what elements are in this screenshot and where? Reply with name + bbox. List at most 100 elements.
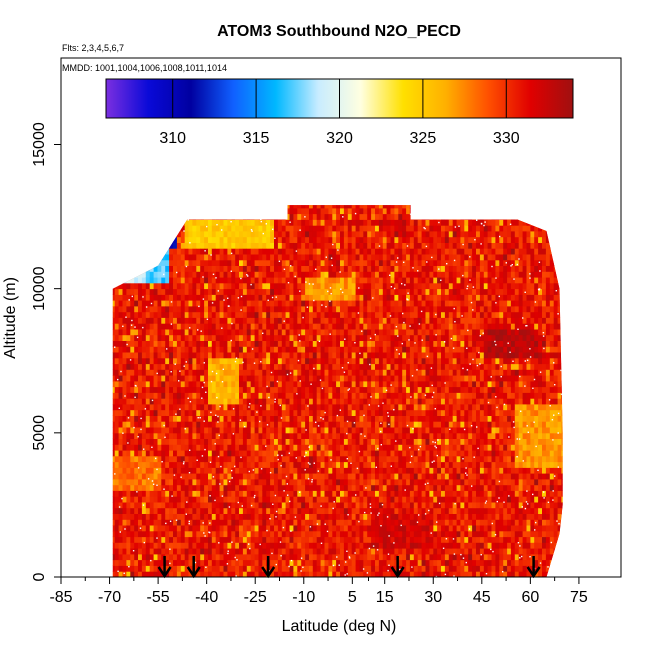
heatmap-cell xyxy=(149,380,154,388)
heatmap-cell xyxy=(312,415,318,422)
heatmap-cell xyxy=(176,432,182,439)
heatmap-cell xyxy=(161,254,166,261)
heatmap-cell xyxy=(215,415,220,422)
heatmap-cell xyxy=(301,421,306,428)
heatmap-cell xyxy=(200,380,205,388)
heatmap-cell xyxy=(188,421,193,428)
heatmap-cell xyxy=(239,507,244,514)
heatmap-cell xyxy=(118,317,123,324)
heatmap-cell xyxy=(153,513,158,520)
heatmap-cell xyxy=(274,311,279,318)
heatmap-cell xyxy=(130,219,135,226)
heatmap-cell xyxy=(114,300,119,307)
heatmap-cell xyxy=(363,553,368,561)
heatmap-cell xyxy=(153,265,158,272)
heatmap-cell xyxy=(153,205,158,209)
heatmap-cell xyxy=(196,553,201,561)
heatmap-cell xyxy=(134,323,139,330)
heatmap-cell xyxy=(173,479,178,486)
heatmap-cell xyxy=(165,461,170,468)
heatmap-cell xyxy=(343,306,349,313)
heatmap-cell xyxy=(149,421,154,428)
heatmap-cell xyxy=(145,346,151,353)
heatmap-cell xyxy=(114,427,119,434)
heatmap-cell xyxy=(274,207,279,215)
heatmap-cell xyxy=(250,502,255,509)
heatmap-cell xyxy=(231,513,236,520)
heatmap-cell xyxy=(239,530,244,538)
heatmap-cell xyxy=(112,427,116,434)
heatmap-cell xyxy=(180,438,186,445)
heatmap-cell xyxy=(200,300,205,307)
heatmap-cell xyxy=(316,513,321,520)
heatmap-cell xyxy=(169,536,174,543)
heatmap-cell xyxy=(134,536,139,543)
heatmap-cell xyxy=(200,340,205,347)
heatmap-cell xyxy=(149,450,154,457)
heatmap-cell xyxy=(242,219,248,226)
heatmap-cell xyxy=(223,484,228,491)
heatmap-cell xyxy=(180,536,186,543)
heatmap-cell xyxy=(274,461,279,468)
heatmap-cell xyxy=(270,236,275,243)
heatmap-cell xyxy=(386,254,391,261)
heatmap-cell xyxy=(363,205,368,209)
heatmap-cell xyxy=(293,248,298,255)
heatmap-cell xyxy=(301,519,306,526)
heatmap-cell xyxy=(289,231,294,238)
heatmap-cell xyxy=(301,444,306,451)
heatmap-cell xyxy=(103,531,107,537)
heatmap-cell xyxy=(138,444,143,451)
heatmap-cell xyxy=(375,571,380,577)
heatmap-cell xyxy=(382,205,388,209)
heatmap-cell xyxy=(394,450,399,457)
heatmap-cell xyxy=(343,363,349,370)
heatmap-cell xyxy=(371,467,376,474)
heatmap-cell xyxy=(262,363,267,370)
heatmap-cell xyxy=(161,300,166,307)
heatmap-cell xyxy=(355,530,360,538)
heatmap-cell xyxy=(219,467,224,474)
heatmap-cell xyxy=(320,225,325,232)
heatmap-cell xyxy=(363,502,368,509)
heatmap-cell xyxy=(351,525,356,532)
heatmap-cell xyxy=(153,536,158,543)
heatmap-cell xyxy=(258,300,263,307)
heatmap-cell xyxy=(254,496,259,503)
heatmap-cell xyxy=(281,559,287,566)
heatmap-cell xyxy=(254,421,259,428)
heatmap-cell xyxy=(231,254,236,261)
heatmap-cell xyxy=(289,559,294,566)
heatmap-cell xyxy=(250,207,255,215)
heatmap-cell xyxy=(242,259,248,266)
heatmap-cell xyxy=(145,375,151,382)
heatmap-cell xyxy=(215,432,220,439)
heatmap-cell xyxy=(149,392,154,399)
heatmap-cell xyxy=(258,323,263,330)
heatmap-cell xyxy=(235,490,240,497)
heatmap-cell xyxy=(371,357,376,365)
heatmap-cell xyxy=(211,205,217,209)
heatmap-cell xyxy=(141,306,147,313)
heatmap-cell xyxy=(180,444,186,451)
heatmap-cell xyxy=(130,231,135,238)
heatmap-cell xyxy=(289,317,294,324)
heatmap-cell xyxy=(258,271,263,278)
heatmap-cell xyxy=(242,530,248,538)
heatmap-cell xyxy=(165,438,170,445)
heatmap-cell xyxy=(112,398,116,405)
heatmap-cell xyxy=(351,340,356,347)
heatmap-cell xyxy=(394,432,399,439)
heatmap-cell xyxy=(107,220,111,226)
heatmap-cell xyxy=(258,507,263,514)
heatmap-cell xyxy=(375,340,380,347)
heatmap-cell xyxy=(208,467,213,474)
heatmap-cell xyxy=(316,553,321,561)
heatmap-cell xyxy=(277,525,283,532)
heatmap-cell xyxy=(359,306,364,313)
heatmap-cell xyxy=(301,553,306,561)
heatmap-cell xyxy=(316,369,321,376)
heatmap-cell xyxy=(316,236,321,243)
heatmap-cell xyxy=(390,375,395,382)
heatmap-cell xyxy=(316,536,321,543)
